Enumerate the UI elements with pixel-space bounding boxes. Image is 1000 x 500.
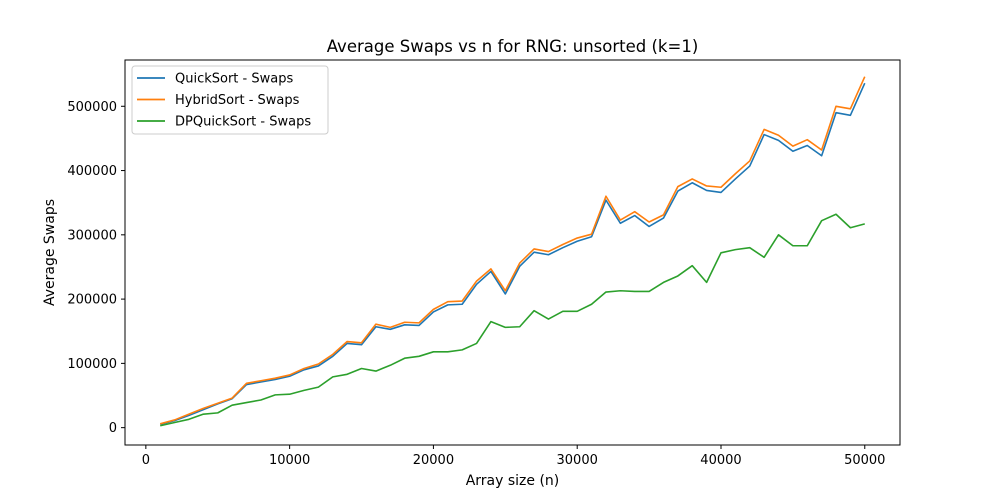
y-tick-label: 500000 <box>67 100 117 115</box>
x-axis-title: Array size (n) <box>466 473 560 489</box>
series-line-dpquicksort-swaps <box>160 213 865 427</box>
x-tick-label: 50000 <box>844 453 885 468</box>
legend: QuickSort - Swaps HybridSort - Swaps DPQui… <box>131 65 329 135</box>
x-tick-label: 30000 <box>557 453 598 468</box>
series-line-hybridsort-swaps <box>160 76 866 425</box>
y-tick-label: 300000 <box>67 228 117 243</box>
y-tick-label: 400000 <box>67 164 117 179</box>
y-tick-label: 100000 <box>67 357 117 372</box>
x-tick-label: 0 <box>142 453 150 468</box>
series-line-quicksort-swaps <box>160 82 866 426</box>
legend-label: QuickSort - Swaps <box>175 72 293 87</box>
legend-entries: QuickSort - Swaps HybridSort - Swaps DPQui… <box>137 72 311 130</box>
y-tick-label: 200000 <box>67 293 117 308</box>
plot-frame <box>124 59 901 446</box>
y-axis-title: Average Swaps <box>42 199 58 306</box>
y-tick-label: 0 <box>109 421 117 436</box>
x-tick-label: 40000 <box>700 453 741 468</box>
chart-title: Average Swaps vs n for RNG: unsorted (k=… <box>327 37 699 56</box>
plot-area <box>160 76 866 427</box>
x-tick-label: 20000 <box>413 453 454 468</box>
legend-label: HybridSort - Swaps <box>175 93 300 108</box>
x-tick-label: 10000 <box>269 453 310 468</box>
x-axis-ticks: 0 10000 20000 30000 40000 50000 <box>142 445 885 468</box>
legend-label: DPQuickSort - Swaps <box>175 115 311 130</box>
y-axis-ticks: 0 100000 200000 300000 400000 500000 <box>67 100 125 436</box>
legend-box <box>131 65 329 135</box>
